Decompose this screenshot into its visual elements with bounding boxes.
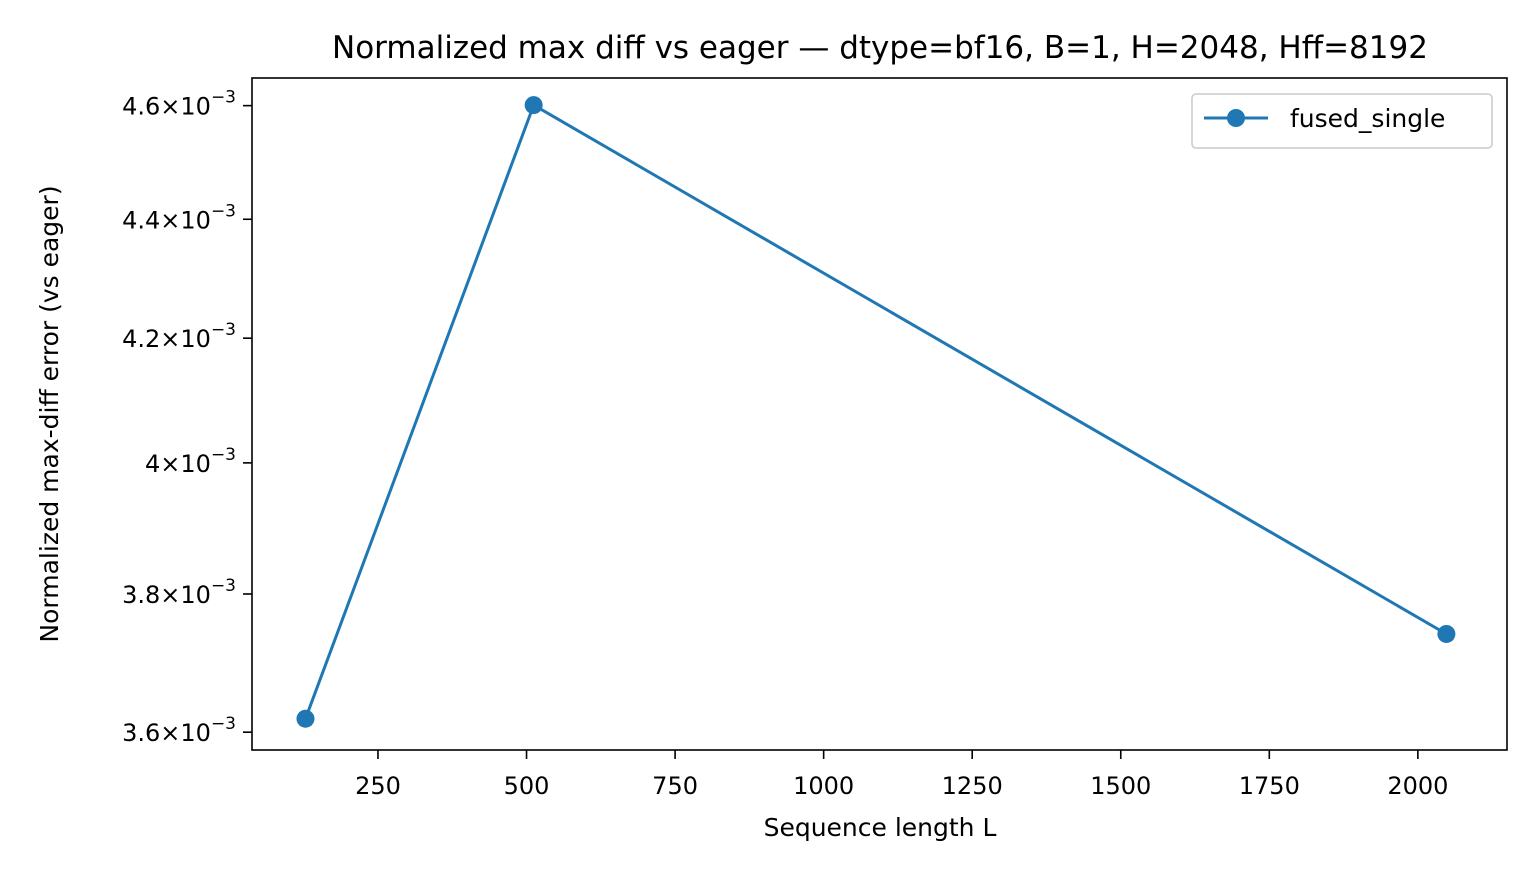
y-tick-label: 4.6×10−3: [122, 88, 236, 121]
x-tick-label: 1750: [1239, 772, 1300, 800]
y-axis: 3.6×10−3 3.8×10−3 4×10−3 4.2×10−3 4.4×10−3 4.…: [122, 88, 252, 747]
x-axis: 250 500 750 1000 1250 1500 1750 2000: [355, 750, 1448, 800]
y-axis-label: Normalized max-diff error (vs eager): [35, 185, 64, 642]
data-point: [1437, 624, 1456, 643]
y-tick-label: 4×10−3: [145, 445, 236, 478]
x-tick-label: 750: [652, 772, 698, 800]
chart-title: Normalized max diff vs eager — dtype=bf1…: [332, 30, 1428, 66]
x-axis-label: Sequence length L: [764, 813, 997, 842]
y-tick-label: 3.6×10−3: [122, 714, 236, 747]
plot-frame: [251, 77, 1508, 751]
data-point: [524, 96, 543, 115]
x-tick-label: 500: [504, 772, 550, 800]
x-tick-label: 250: [355, 772, 401, 800]
y-tick-label: 4.2×10−3: [122, 320, 236, 353]
x-tick-label: 2000: [1387, 772, 1448, 800]
legend-box: [1191, 93, 1493, 149]
legend-entry: fused_single: [1290, 104, 1445, 133]
x-tick-label: 1250: [942, 772, 1003, 800]
legend-marker: [1227, 109, 1245, 127]
x-tick-label: 1000: [793, 772, 854, 800]
data-point: [296, 709, 315, 728]
legend: fused_single: [1191, 93, 1493, 149]
y-tick-label: 3.8×10−3: [122, 576, 236, 609]
plot-area: [296, 96, 1456, 728]
y-tick-label: 4.4×10−3: [122, 201, 236, 234]
x-tick-label: 1500: [1090, 772, 1151, 800]
